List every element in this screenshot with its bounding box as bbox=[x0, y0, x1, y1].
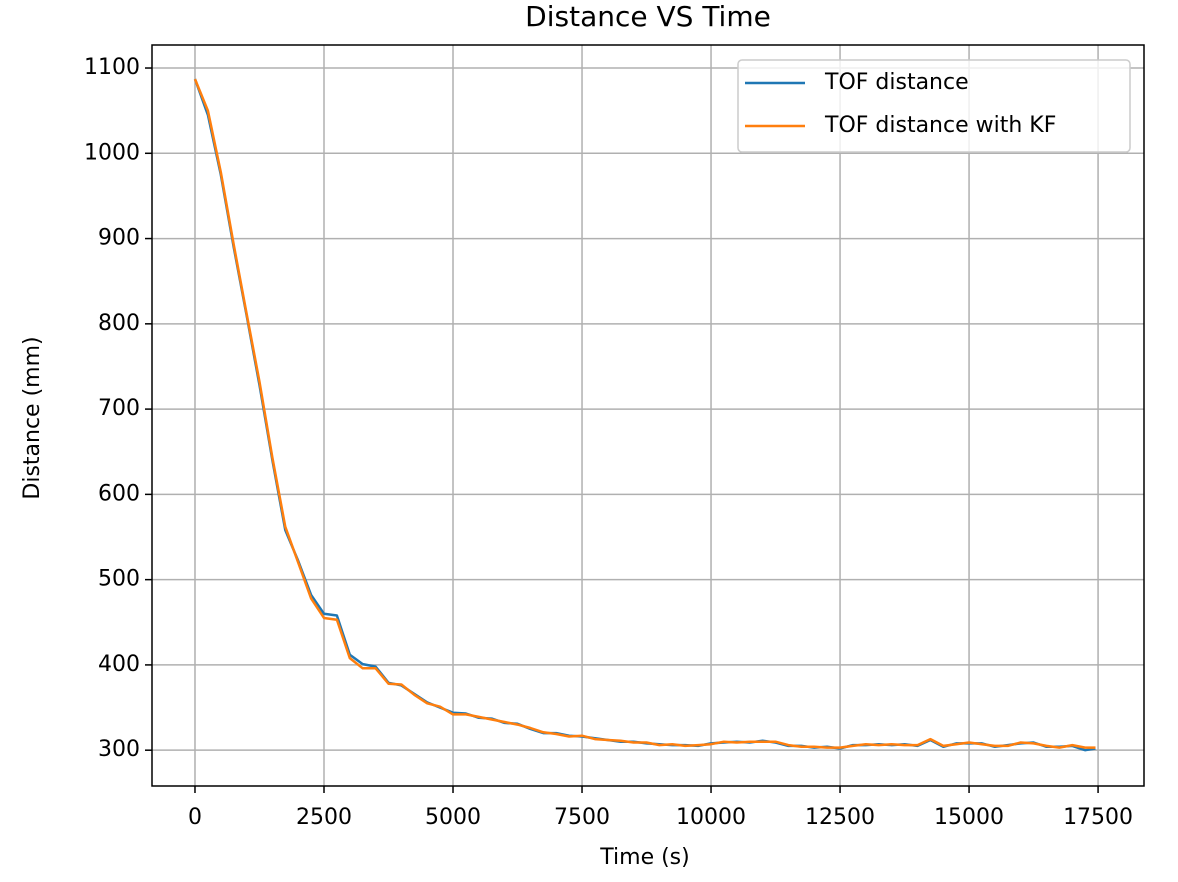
x-tick-label: 12500 bbox=[805, 805, 875, 830]
plot-frame bbox=[151, 44, 1145, 787]
y-axis-label: Distance (mm) bbox=[20, 336, 45, 499]
x-axis-label: Time (s) bbox=[599, 845, 689, 870]
x-tick-label: 2500 bbox=[296, 805, 352, 830]
y-tick-label: 1000 bbox=[84, 140, 140, 165]
x-tick-label: 17500 bbox=[1063, 805, 1133, 830]
x-tick-label: 10000 bbox=[676, 805, 746, 830]
data-line bbox=[193, 78, 1096, 749]
y-tick-label: 300 bbox=[98, 737, 140, 762]
data-line bbox=[193, 78, 1096, 752]
y-tick-label: 500 bbox=[98, 567, 140, 592]
y-tick-label: 400 bbox=[98, 652, 140, 677]
legend-box bbox=[737, 59, 1131, 153]
y-tick-label: 600 bbox=[98, 481, 140, 506]
y-tick-label: 1100 bbox=[84, 55, 140, 80]
x-tick-label: 7500 bbox=[554, 805, 610, 830]
y-tick-label: 900 bbox=[98, 226, 140, 251]
legend-label: TOF distance bbox=[824, 70, 969, 95]
y-tick-label: 700 bbox=[98, 396, 140, 421]
chart-title: Distance VS Time bbox=[525, 0, 771, 33]
x-tick-label: 0 bbox=[188, 805, 202, 830]
x-tick-label: 15000 bbox=[934, 805, 1004, 830]
y-tick-label: 800 bbox=[98, 311, 140, 336]
legend-label: TOF distance with KF bbox=[824, 113, 1056, 138]
x-tick-label: 5000 bbox=[425, 805, 481, 830]
